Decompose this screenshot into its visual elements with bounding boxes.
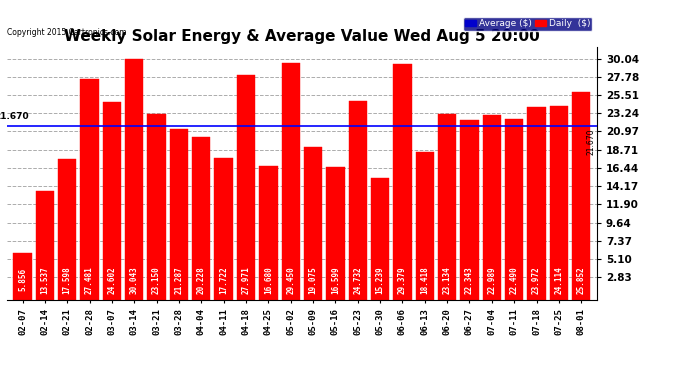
Bar [572,92,591,300]
Text: 16.680: 16.680 [264,266,273,294]
Bar [13,253,32,300]
Text: 23.972: 23.972 [532,266,541,294]
Text: 18.418: 18.418 [420,266,429,294]
Text: 24.114: 24.114 [554,266,563,294]
Bar [460,120,479,300]
Bar [192,138,210,300]
Bar [36,191,54,300]
Bar [237,75,255,300]
Text: 25.852: 25.852 [577,266,586,294]
Text: 19.075: 19.075 [308,266,317,294]
Text: 24.602: 24.602 [108,266,117,294]
Text: 5.856: 5.856 [18,268,27,291]
Bar [215,158,233,300]
Bar [259,166,277,300]
Bar [125,58,144,300]
Text: 21.670: 21.670 [586,128,595,155]
Bar [148,114,166,300]
Text: 30.043: 30.043 [130,266,139,294]
Bar [326,166,344,300]
Text: 13.537: 13.537 [41,266,50,294]
Text: 27.481: 27.481 [85,266,94,294]
Text: 24.732: 24.732 [353,266,362,294]
Text: 22.989: 22.989 [487,266,496,294]
Text: 16.599: 16.599 [331,266,340,294]
Bar [550,106,568,300]
Title: Weekly Solar Energy & Average Value Wed Aug 5 20:00: Weekly Solar Energy & Average Value Wed … [64,29,540,44]
Bar [58,159,77,300]
Text: 23.150: 23.150 [152,266,161,294]
Bar [170,129,188,300]
Bar [438,114,456,300]
Bar [103,102,121,300]
Text: Copyright 2015 Cartronics.com: Copyright 2015 Cartronics.com [7,28,126,37]
Bar [483,115,501,300]
Text: 29.450: 29.450 [286,266,295,294]
Bar [81,79,99,300]
Text: 17.598: 17.598 [63,266,72,294]
Bar [527,107,546,300]
Text: 27.971: 27.971 [241,266,250,294]
Bar [415,152,434,300]
Text: 22.490: 22.490 [510,266,519,294]
Bar [393,64,412,300]
Text: 15.239: 15.239 [375,266,384,294]
Bar [505,119,523,300]
Text: 29.379: 29.379 [398,266,407,294]
Bar [371,177,389,300]
Text: 17.722: 17.722 [219,266,228,294]
Text: 23.134: 23.134 [442,266,452,294]
Text: 21.287: 21.287 [175,266,184,294]
Bar [348,101,367,300]
Bar [282,63,300,300]
Text: 20.228: 20.228 [197,266,206,294]
Text: 22.343: 22.343 [465,266,474,294]
Legend: Average ($), Daily  ($): Average ($), Daily ($) [463,17,592,31]
Bar [304,147,322,300]
Text: 21.670: 21.670 [0,112,29,121]
